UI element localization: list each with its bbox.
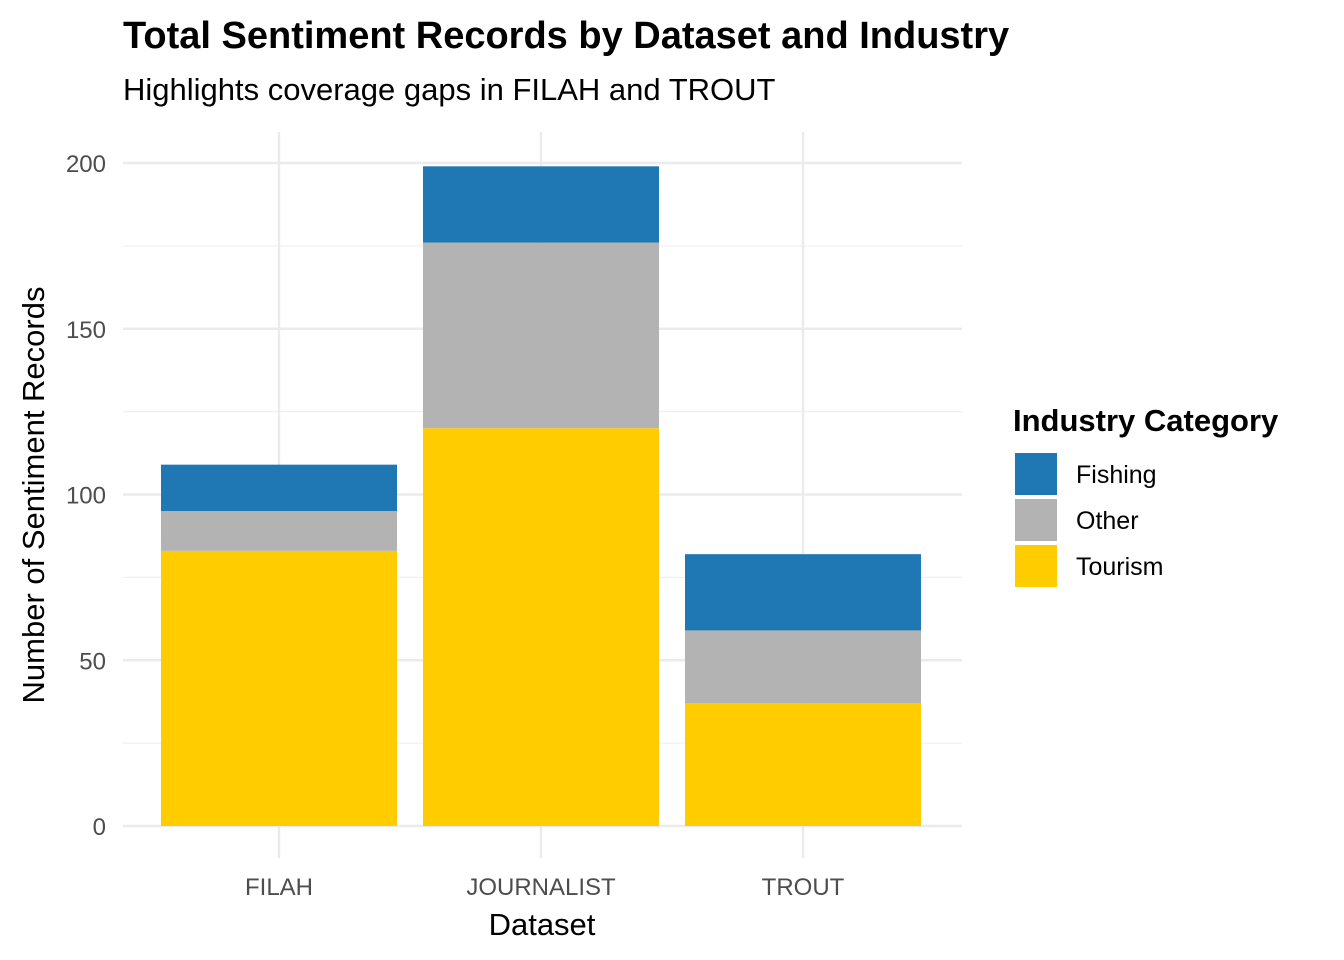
chart-title: Total Sentiment Records by Dataset and I… [123, 15, 1009, 57]
bar-filah-other [161, 511, 397, 551]
legend-key-fishing [1015, 453, 1057, 495]
legend-key-other [1015, 499, 1057, 541]
bar-trout-tourism [685, 703, 921, 826]
y-axis-ticks: 0 50 100 150 200 [66, 151, 106, 841]
bar-journalist-tourism [423, 428, 659, 826]
legend-label-tourism: Tourism [1076, 553, 1164, 581]
bar-journalist-other [423, 242, 659, 429]
x-tick-label: TROUT [762, 874, 845, 901]
y-tick-label: 200 [66, 151, 106, 178]
bar-journalist-fishing [423, 166, 659, 243]
bar-trout-other [685, 630, 921, 704]
chart-subtitle: Highlights coverage gaps in FILAH and TR… [123, 72, 776, 107]
legend-key-tourism [1015, 545, 1057, 587]
x-tick-label: JOURNALIST [466, 874, 616, 901]
y-tick-label: 100 [66, 483, 106, 510]
bars [161, 166, 921, 826]
legend-title: Industry Category [1013, 403, 1279, 438]
x-axis-title: Dataset [489, 907, 596, 942]
y-tick-label: 0 [93, 814, 106, 841]
y-tick-label: 50 [79, 648, 106, 675]
y-tick-label: 150 [66, 317, 106, 344]
legend: Industry Category Fishing Other Tourism [1013, 403, 1279, 587]
legend-label-other: Other [1076, 507, 1139, 535]
legend-label-fishing: Fishing [1076, 461, 1157, 489]
bar-filah-fishing [161, 464, 397, 512]
bar-filah-tourism [161, 550, 397, 826]
x-axis-ticks: FILAH JOURNALIST TROUT [245, 874, 845, 901]
x-tick-label: FILAH [245, 874, 313, 901]
y-axis-title: Number of Sentiment Records [16, 287, 51, 704]
bar-trout-fishing [685, 554, 921, 631]
